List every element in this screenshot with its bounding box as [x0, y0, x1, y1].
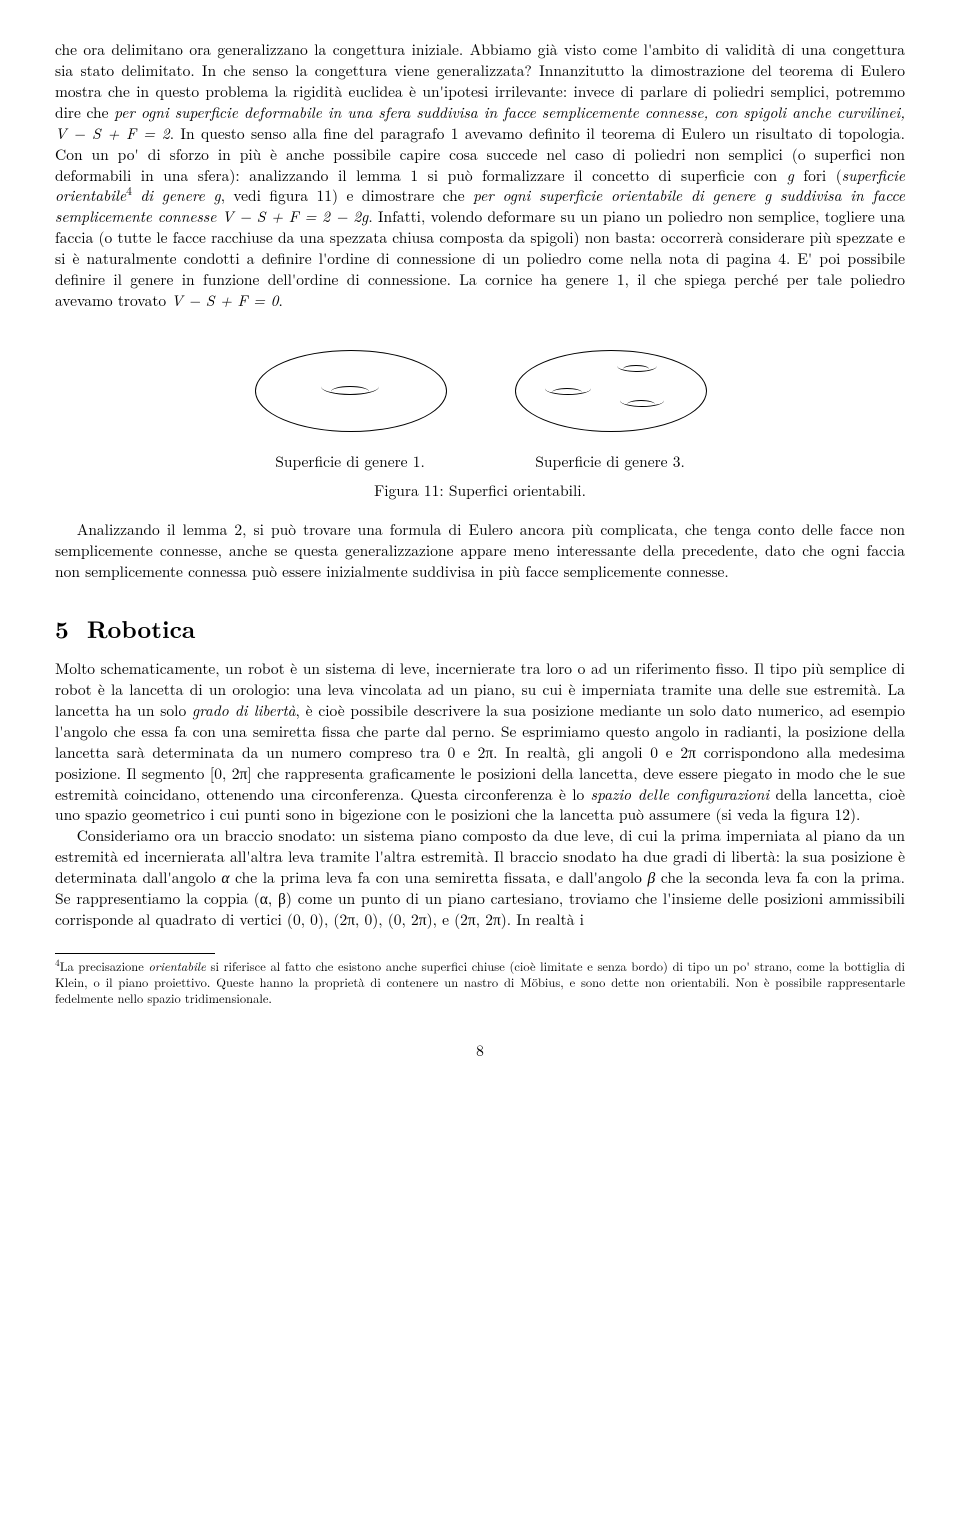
figure-subcaption: Superficie di genere 3. — [510, 452, 710, 473]
section-title: Robotica — [87, 612, 195, 646]
figure-row: Superficie di genere 1. Superficie di ge… — [55, 332, 905, 473]
figure-genus-1: Superficie di genere 1. — [250, 332, 450, 473]
text: fori ( — [794, 165, 842, 186]
figure-caption: Figura 11: Superfici orientabili. — [55, 481, 905, 502]
text-italic: g — [787, 165, 794, 186]
figure-11: Superficie di genere 1. Superficie di ge… — [55, 332, 905, 502]
paragraph-lemma2: Analizzando il lemma 2, si può trovare u… — [55, 520, 905, 583]
paragraph-robot-1: Molto schematicamente, un robot è un sis… — [55, 659, 905, 826]
text-italic: V − S + F = 0 — [171, 290, 278, 311]
surface-drawing — [250, 332, 450, 442]
figure-subcaption: Superficie di genere 1. — [250, 452, 450, 473]
footnote-rule — [55, 953, 215, 954]
text: che la prima leva fa con una semiretta f… — [230, 867, 648, 888]
text-italic: grado di libertà — [192, 700, 296, 721]
surface-drawing — [510, 332, 710, 442]
text: . In questo senso alla fine del paragraf… — [55, 123, 905, 186]
text: . — [279, 290, 283, 311]
text-italic: spazio delle configurazioni — [591, 784, 770, 805]
paragraph-euler: che ora delimitano ora generalizzano la … — [55, 40, 905, 312]
section-number: 5 — [55, 612, 69, 646]
paragraph-robot-2: Consideriamo ora un braccio snodato: un … — [55, 826, 905, 931]
text-italic: α — [221, 867, 229, 888]
text: , vedi figura 11) e dimostrare che — [221, 185, 473, 206]
figure-genus-3: Superficie di genere 3. — [510, 332, 710, 473]
text-italic: di genere g — [140, 185, 220, 206]
page-number: 8 — [55, 1041, 905, 1062]
footnote: 4La precisazione orientabile si riferisc… — [55, 958, 905, 1007]
section-heading: 5 Robotica — [55, 613, 905, 645]
